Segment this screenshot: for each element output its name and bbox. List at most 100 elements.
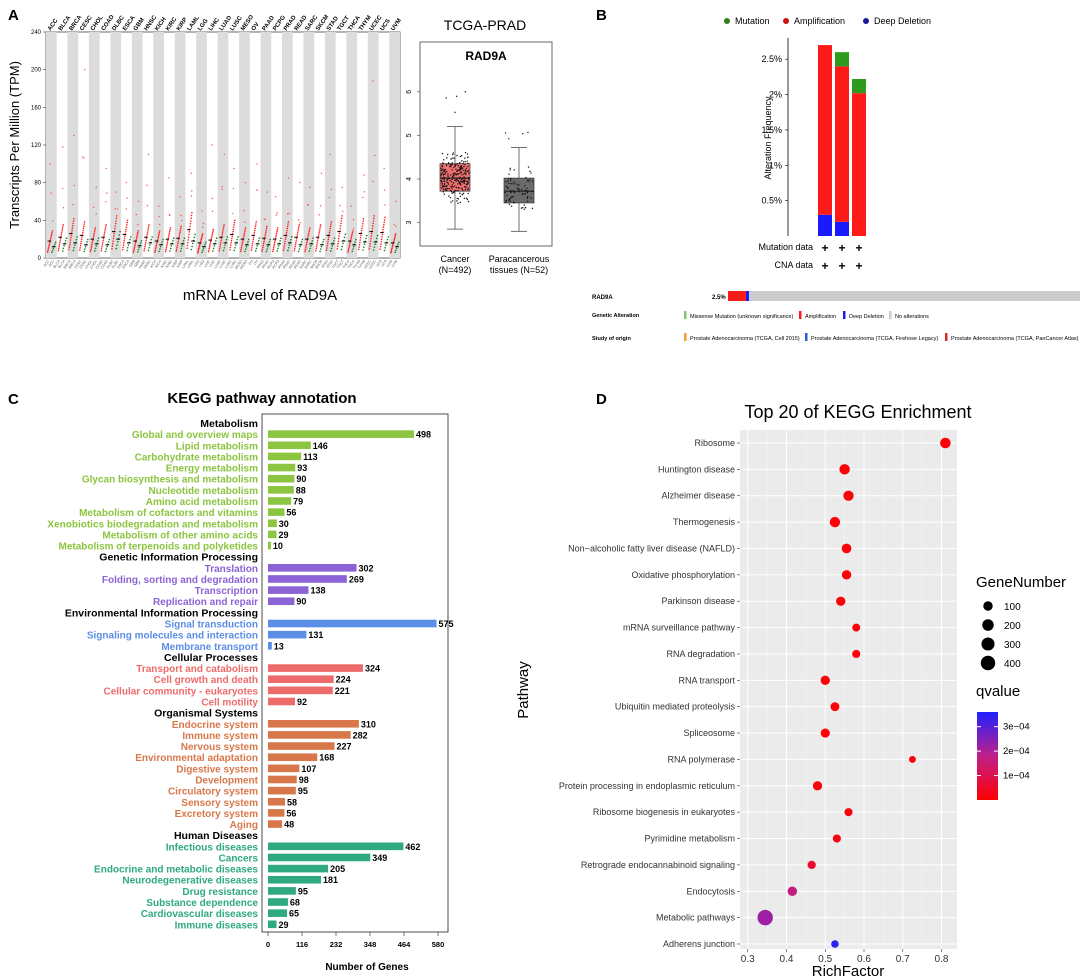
a2-jitter-point — [525, 189, 527, 192]
a1-normal-point — [310, 245, 312, 247]
a2-jitter-point — [457, 183, 459, 185]
a2-jitter-point — [455, 168, 457, 171]
b-plus-2-2: + — [838, 259, 845, 273]
a1-tumor-point — [337, 242, 339, 245]
a1-tumor-point — [79, 247, 81, 249]
a1-tumor-point — [187, 239, 189, 241]
a2-jitter-point — [463, 173, 465, 175]
a2-jitter-point — [444, 171, 447, 173]
a2-jitter-point — [461, 193, 464, 196]
a1-tumor-point — [241, 241, 244, 244]
a2-jitter-point — [465, 172, 467, 174]
d-point — [820, 728, 830, 738]
a2-jitter-point — [529, 170, 531, 173]
a1-tumor-point — [209, 240, 212, 243]
a1-tumor-outlier — [168, 214, 171, 217]
a1-tumor-outlier — [244, 181, 247, 184]
a1-tumor-outlier — [288, 212, 290, 215]
a1-tumor-outlier — [114, 208, 116, 210]
d-x-tick-label: 0.7 — [896, 954, 910, 965]
a1-background-strips — [46, 32, 400, 258]
a1-tumor-point — [61, 230, 63, 232]
a1-tumor-point — [208, 247, 211, 250]
a1-normal-point — [64, 239, 67, 242]
a1-tumor-point — [340, 220, 343, 222]
a1-tumor-outlier — [81, 156, 84, 158]
a1-tumor-point — [349, 241, 352, 244]
a1-normal-point — [194, 233, 196, 236]
d-pathway-label: Parkinson disease — [661, 596, 735, 606]
a2-jitter-point — [520, 207, 523, 209]
a2-jitter-point — [462, 169, 465, 171]
a2-jitter-point — [524, 193, 526, 195]
a2-jitter-point — [450, 201, 452, 203]
b-plus-2-3: + — [855, 259, 862, 273]
a1-strip — [46, 32, 57, 258]
a1-normal-point — [236, 238, 239, 241]
a1-tumor-point — [155, 246, 157, 248]
b-bar-deep-deletion — [835, 221, 849, 236]
a2-jitter-point — [443, 186, 445, 188]
a1-normal-point — [365, 234, 368, 237]
a1-tumor-point — [318, 232, 320, 234]
a1-tumor-point — [276, 227, 279, 229]
a1-cancer-sublabel: UVM — [386, 259, 394, 268]
a2-jitter-point — [456, 95, 458, 98]
c-x-tick-label: 116 — [296, 940, 308, 949]
b-bar-amplification — [852, 93, 866, 237]
a1-tumor-point — [196, 251, 199, 254]
c-category-label: Endocrine system — [172, 720, 258, 731]
a2-y-tick-label: 4 — [406, 177, 413, 181]
d-pathway-label: Adherens junction — [663, 939, 735, 949]
a1-tumor-point — [124, 235, 126, 237]
c-category-label: Amino acid metabolism — [146, 497, 258, 508]
d-point — [787, 886, 798, 896]
a1-normal-point — [237, 236, 239, 238]
a2-jitter-point — [463, 197, 466, 199]
a1-tumor-point — [283, 247, 285, 249]
a2-jitter-point — [451, 186, 453, 188]
a1-tumor-point — [164, 250, 167, 253]
a1-tumor-point — [325, 249, 328, 251]
a2-jitter-point — [505, 181, 507, 183]
d-point — [807, 860, 816, 870]
a1-normal-point — [192, 242, 194, 245]
a1-normal-point — [268, 241, 271, 243]
a1-normal-point — [72, 249, 75, 252]
a2-jitter-point — [530, 197, 532, 199]
a1-tumor-point — [229, 246, 232, 249]
a1-tumor-point — [220, 237, 223, 240]
a1-tumor-point — [201, 234, 204, 237]
a1-normal-point — [352, 245, 355, 248]
a1-normal-point — [322, 241, 324, 243]
a1-normal-point — [330, 250, 332, 252]
a1-normal-point — [280, 237, 282, 240]
a1-tumor-outlier — [179, 196, 181, 198]
a2-jitter-point — [445, 97, 447, 99]
a1-cancer-sublabel: UCEC — [363, 259, 372, 270]
a1-tumor-point — [105, 224, 107, 226]
a1-tumor-point — [352, 230, 354, 232]
a1-cancer-labels: ACCACCACCBLCABLCABLCABRCABRCABRCACESCCES… — [43, 14, 403, 270]
a1-tumor-point — [381, 236, 383, 238]
a2-jitter-point — [459, 192, 461, 195]
a1-tumor-point — [264, 235, 266, 237]
a1-normal-point — [161, 241, 163, 243]
a1-tumor-point — [71, 225, 74, 227]
a2-jitter-point — [451, 184, 453, 186]
a1-tumor-point — [93, 234, 95, 236]
a1-cancer-sublabel: KICH — [154, 259, 162, 269]
a2-jitter-point — [510, 177, 512, 180]
a1-tumor-point — [241, 243, 243, 245]
a1-tumor-point — [276, 228, 279, 231]
a2-jitter-point — [464, 178, 467, 180]
a1-cancer-sublabel: KIRC — [165, 259, 173, 269]
a1-tumor-outlier — [168, 213, 170, 215]
a1-tumor-point — [316, 239, 319, 242]
d-size-legend-title: GeneNumber — [976, 574, 1066, 591]
a2-jitter-point — [458, 177, 461, 179]
c-category-label: Cell motility — [201, 698, 258, 709]
a1-tumor-point — [351, 231, 354, 234]
a1-cancer-sublabel: BLCA — [57, 259, 66, 269]
a1-tumor-point — [318, 230, 321, 232]
